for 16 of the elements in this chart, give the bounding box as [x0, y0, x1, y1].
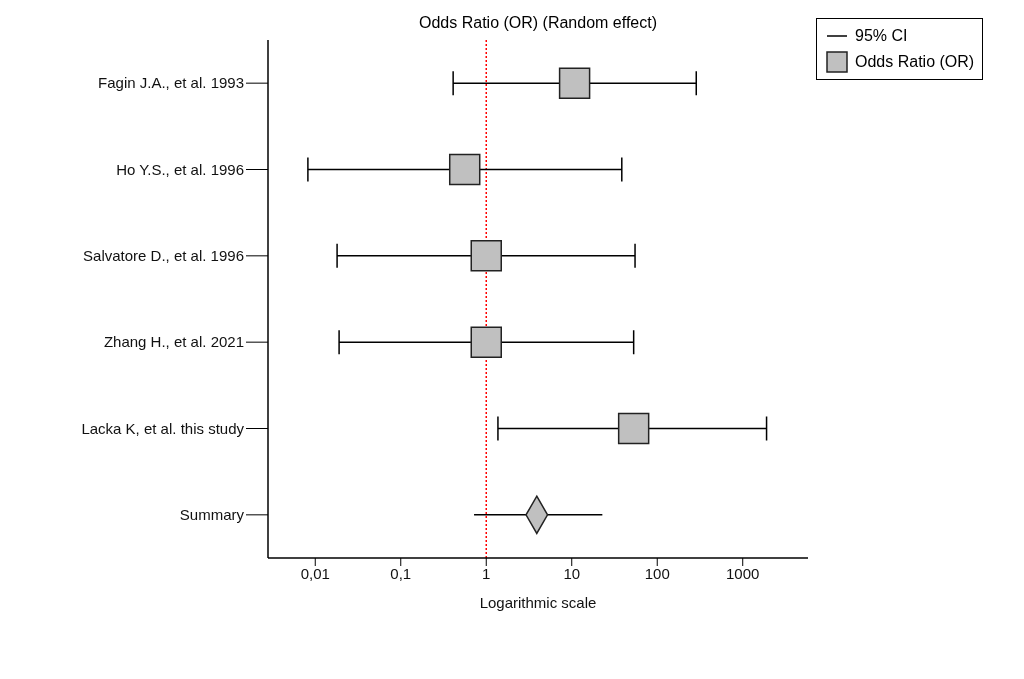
legend-label: Odds Ratio (OR) [855, 52, 975, 72]
chart-title: Odds Ratio (OR) (Random effect) [418, 14, 658, 32]
y-tick-label: Fagin J.A., et al. 1993 [98, 74, 244, 92]
x-tick-label: 1000 [726, 564, 760, 582]
y-tick-label: Salvatore D., et al. 1996 [83, 247, 244, 265]
y-tick-label: Lacka K, et al. this study [81, 419, 245, 437]
x-tick-label: 0,1 [390, 564, 412, 582]
text: 95% CI [855, 26, 908, 46]
x-tick-label: 1 [482, 564, 491, 582]
x-axis-title: Logarithmic scale [479, 594, 597, 611]
x-tick-label: 10 [563, 564, 581, 582]
y-tick-label: Ho Y.S., et al. 1996 [116, 160, 244, 178]
y-tick-label: Zhang H., et al. 2021 [103, 333, 244, 351]
y-tick-label: Summary [179, 506, 245, 524]
x-tick-label: 0,01 [300, 564, 330, 582]
x-tick-label: 100 [644, 564, 670, 582]
